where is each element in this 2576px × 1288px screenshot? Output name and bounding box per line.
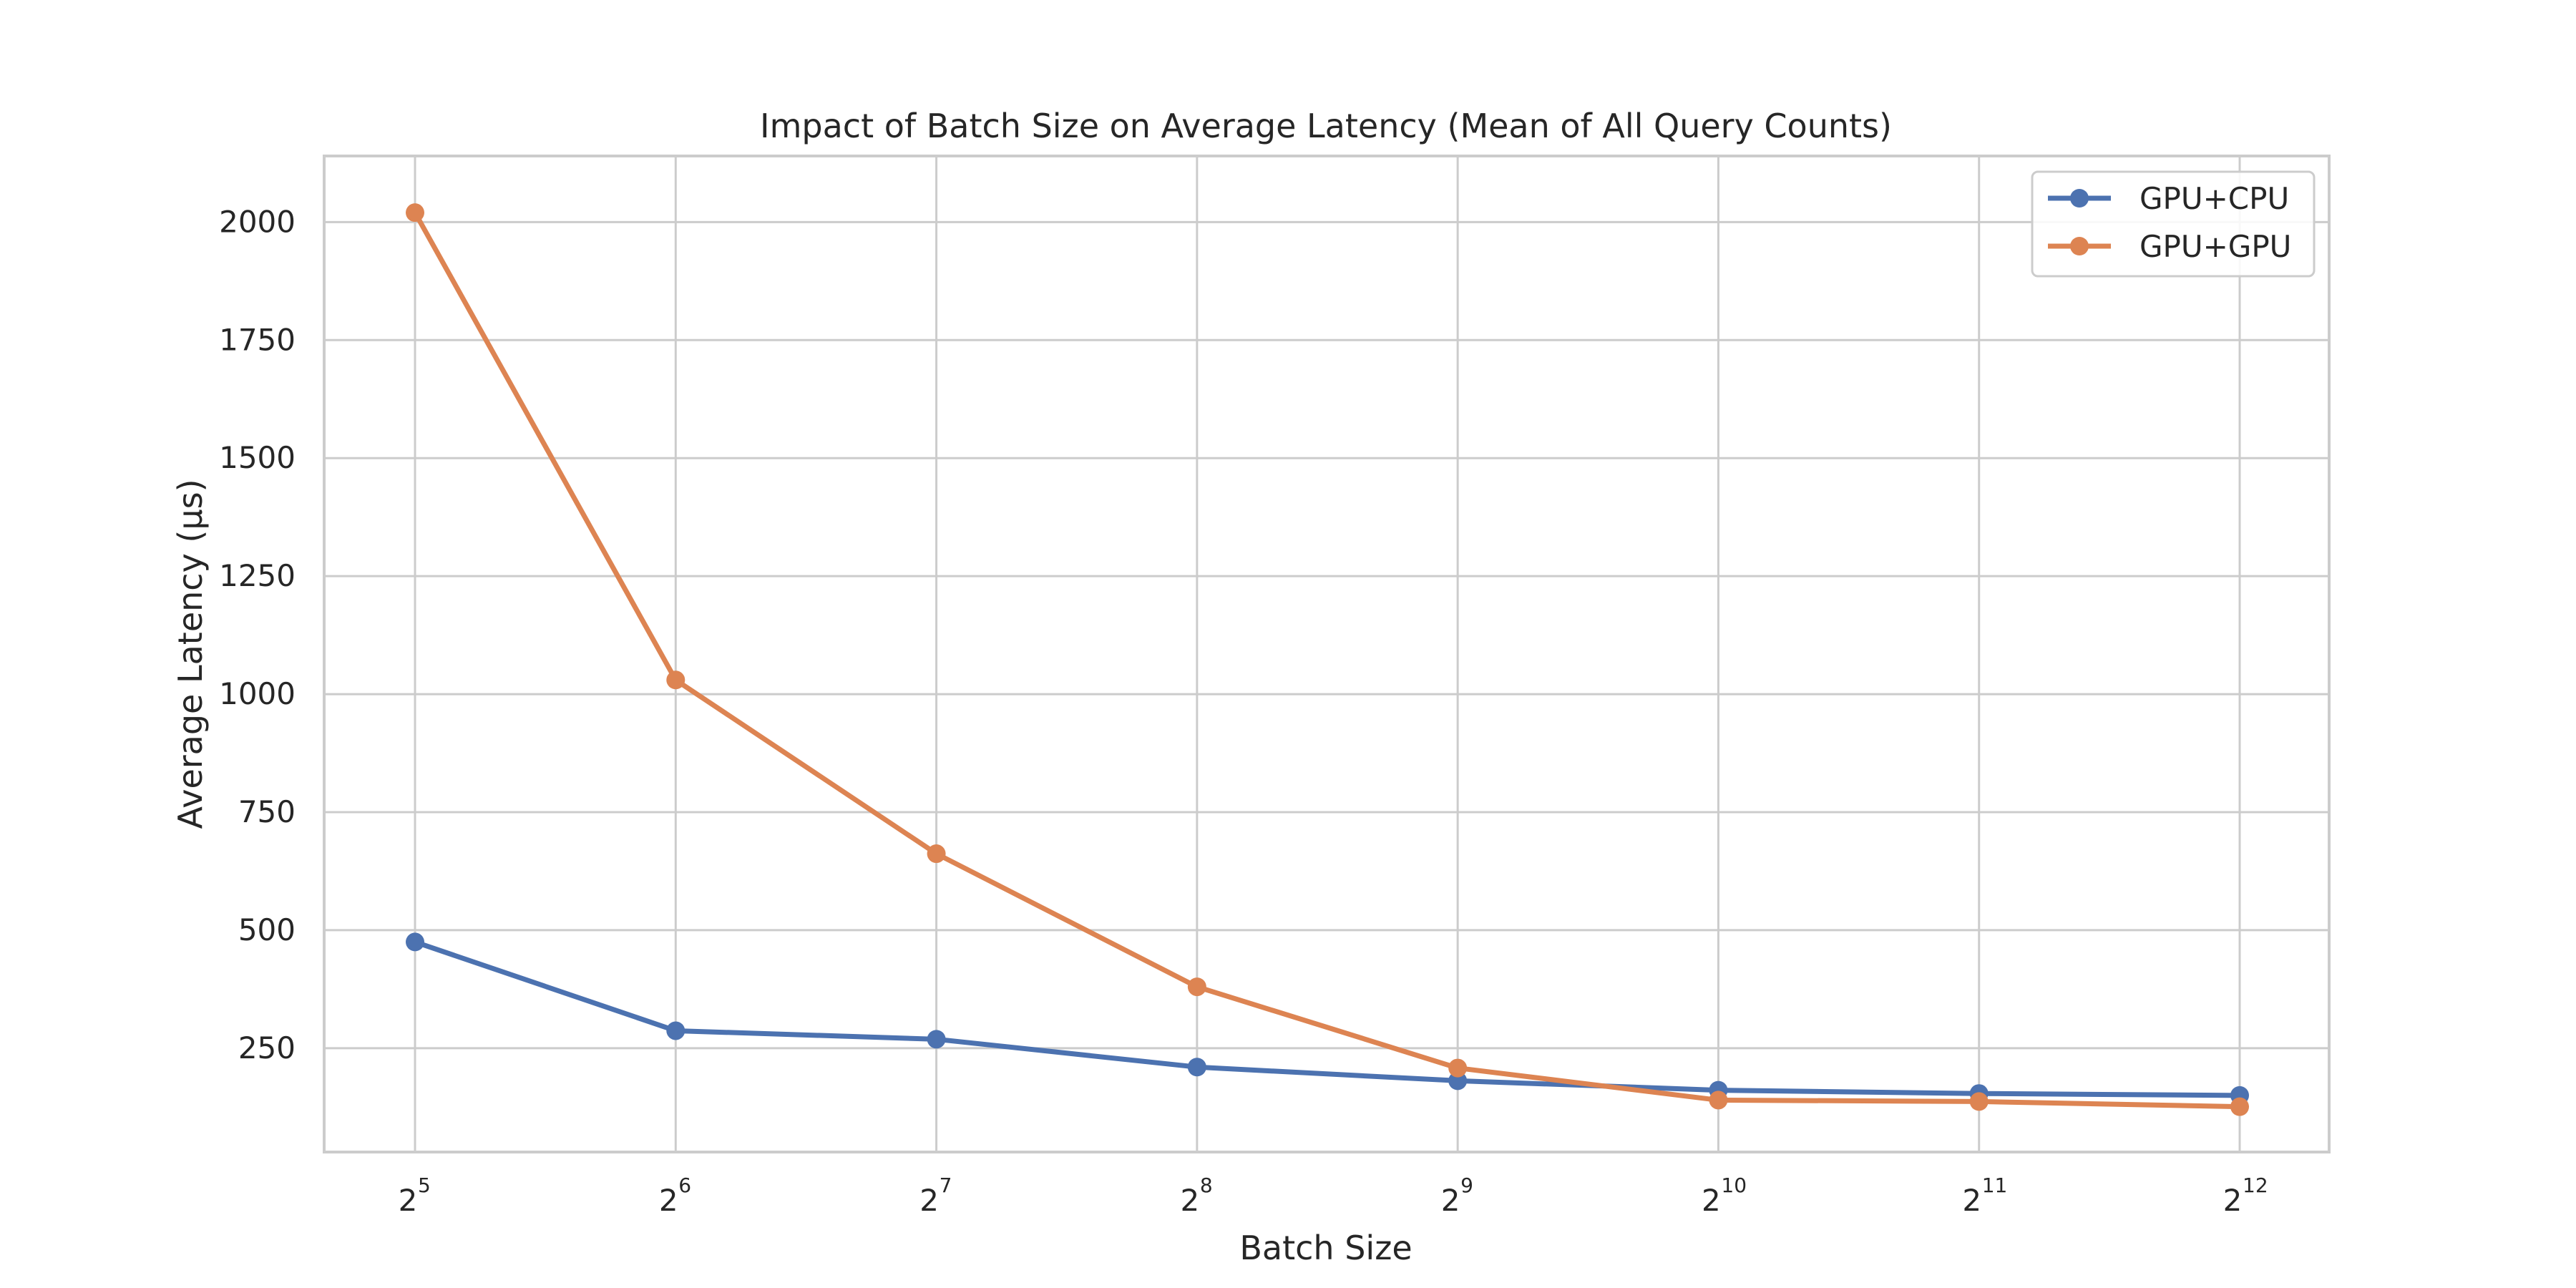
x-axis-ticks: 2 5 2 6 2 7 2 8 2 9 2 10 2 11 2 12	[399, 1174, 2268, 1218]
y-tick-label: 1000	[219, 676, 296, 711]
x-tick-exponent: 6	[678, 1174, 691, 1197]
y-tick-label: 250	[238, 1030, 296, 1065]
series-gpu-cpu	[406, 932, 2249, 1105]
y-tick-label: 750	[238, 794, 296, 829]
series-layer	[406, 203, 2249, 1116]
y-tick-label: 1500	[219, 440, 296, 475]
chart-title: Impact of Batch Size on Average Latency …	[760, 107, 1892, 145]
x-tick-exponent: 5	[418, 1174, 431, 1197]
x-tick-exponent: 7	[940, 1174, 952, 1197]
legend: GPU+CPU GPU+GPU	[2031, 170, 2316, 278]
data-point	[927, 844, 946, 864]
x-tick-base: 2	[2223, 1183, 2243, 1218]
grid	[324, 156, 2329, 1152]
x-tick-base: 2	[1962, 1183, 1981, 1218]
data-point	[1187, 1058, 1206, 1077]
legend-entry: GPU+CPU	[2048, 181, 2289, 216]
series-line	[412, 210, 2243, 1110]
x-tick-exponent: 10	[1721, 1174, 1747, 1197]
y-tick-label: 2000	[219, 204, 296, 239]
x-tick-base: 2	[399, 1183, 418, 1218]
series-gpu-gpu	[406, 203, 2249, 1116]
x-tick-exponent: 12	[2243, 1174, 2268, 1197]
x-tick-exponent: 9	[1460, 1174, 1473, 1197]
legend-entry: GPU+GPU	[2048, 229, 2291, 264]
y-axis-ticks: 250 500 750 1000 1250 1500 1750 2000	[219, 204, 296, 1065]
data-point	[1448, 1071, 1468, 1091]
x-axis-label: Batch Size	[1239, 1229, 1412, 1267]
y-tick-label: 1250	[219, 558, 296, 593]
x-tick-base: 2	[659, 1183, 678, 1218]
y-tick-label: 1750	[219, 322, 296, 357]
x-tick-label: 2 12	[2223, 1174, 2268, 1218]
data-point	[406, 203, 424, 223]
legend-label: GPU+GPU	[2140, 229, 2291, 264]
x-tick-label: 2 11	[1962, 1174, 2007, 1218]
data-point	[2230, 1097, 2249, 1116]
y-axis-label: Average Latency (µs)	[171, 479, 210, 829]
x-tick-base: 2	[919, 1183, 939, 1218]
data-point	[927, 1030, 946, 1049]
plot-frame	[323, 155, 2331, 1153]
data-point	[406, 932, 424, 952]
legend-label: GPU+CPU	[2140, 181, 2289, 216]
data-point	[1709, 1091, 1728, 1110]
legend-swatch-marker	[2070, 189, 2089, 208]
legend-swatch-marker	[2070, 237, 2089, 255]
x-tick-exponent: 11	[1982, 1174, 2008, 1197]
x-tick-label: 2 10	[1702, 1174, 1747, 1218]
x-tick-base: 2	[1180, 1183, 1199, 1218]
data-point	[1187, 977, 1206, 997]
data-point	[666, 1021, 686, 1040]
x-tick-exponent: 8	[1200, 1174, 1213, 1197]
x-tick-base: 2	[1702, 1183, 1721, 1218]
series-line	[412, 939, 2243, 1098]
x-tick-base: 2	[1441, 1183, 1460, 1218]
y-tick-label: 500	[238, 912, 296, 947]
data-point	[666, 670, 686, 690]
data-point	[1969, 1092, 1989, 1111]
data-point	[1448, 1058, 1468, 1078]
